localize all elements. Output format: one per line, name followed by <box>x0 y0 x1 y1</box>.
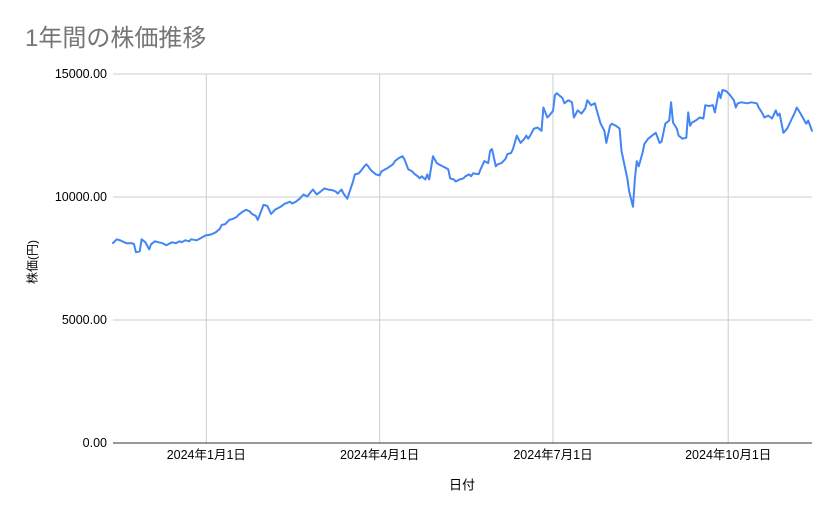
chart-title: 1年間の株価推移 <box>25 25 207 52</box>
y-axis-tick-label: 5000.00 <box>62 313 107 327</box>
x-axis-tick-label: 2024年10月1日 <box>685 448 771 462</box>
x-axis-tick-label: 2024年7月1日 <box>513 448 592 462</box>
x-axis-title: 日付 <box>448 477 476 493</box>
y-axis-tick-label: 10000.00 <box>55 190 107 204</box>
y-axis-title: 株価(円) <box>25 240 40 284</box>
y-axis-tick-label: 0.00 <box>83 436 107 450</box>
x-axis-tick-label: 2024年1月1日 <box>167 448 246 462</box>
price-line-series <box>112 89 813 254</box>
x-axis-tick-label: 2024年4月1日 <box>340 448 419 462</box>
y-axis-tick-label: 15000.00 <box>55 67 107 81</box>
